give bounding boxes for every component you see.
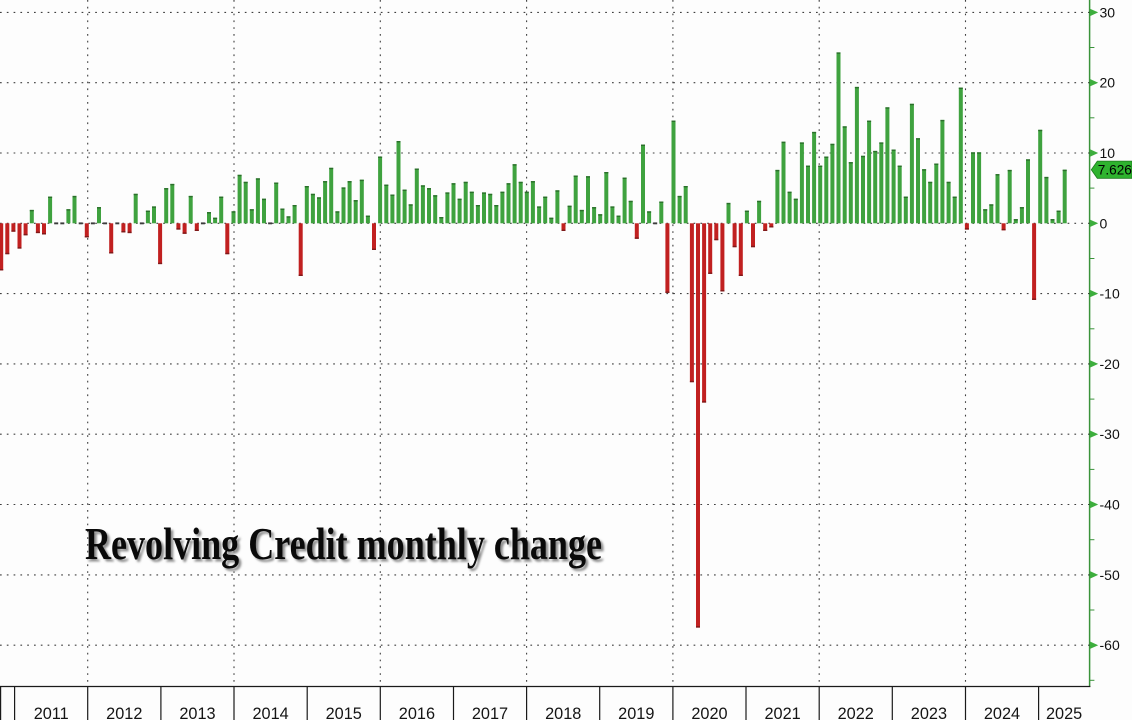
svg-text:-60: -60 — [1100, 637, 1120, 653]
svg-text:2024: 2024 — [984, 705, 1020, 720]
svg-text:2015: 2015 — [326, 705, 362, 720]
svg-text:2011: 2011 — [34, 705, 69, 720]
svg-text:2023: 2023 — [911, 705, 947, 720]
svg-text:-10: -10 — [1100, 286, 1120, 302]
svg-text:2014: 2014 — [252, 705, 288, 720]
svg-text:2013: 2013 — [179, 705, 215, 720]
svg-text:0: 0 — [1100, 215, 1108, 231]
svg-text:2025: 2025 — [1046, 705, 1082, 720]
svg-text:2022: 2022 — [838, 705, 874, 720]
svg-text:2016: 2016 — [399, 705, 435, 720]
svg-text:10: 10 — [1100, 145, 1116, 161]
svg-text:Revolving Credit monthly chang: Revolving Credit monthly change — [88, 521, 605, 572]
svg-text:2019: 2019 — [618, 705, 654, 720]
svg-text:2021: 2021 — [764, 705, 800, 720]
svg-text:20: 20 — [1100, 75, 1116, 91]
svg-text:7.626: 7.626 — [1098, 163, 1132, 178]
svg-text:2018: 2018 — [545, 705, 581, 720]
svg-text:-30: -30 — [1100, 426, 1120, 442]
svg-text:-40: -40 — [1100, 497, 1120, 513]
svg-text:2012: 2012 — [106, 705, 142, 720]
svg-text:-50: -50 — [1100, 567, 1120, 583]
svg-text:Revolving Credit monthly chang: Revolving Credit monthly change — [85, 518, 602, 569]
svg-text:30: 30 — [1100, 4, 1116, 20]
svg-text:2020: 2020 — [691, 705, 727, 720]
svg-text:2017: 2017 — [472, 705, 508, 720]
svg-text:-20: -20 — [1100, 356, 1120, 372]
